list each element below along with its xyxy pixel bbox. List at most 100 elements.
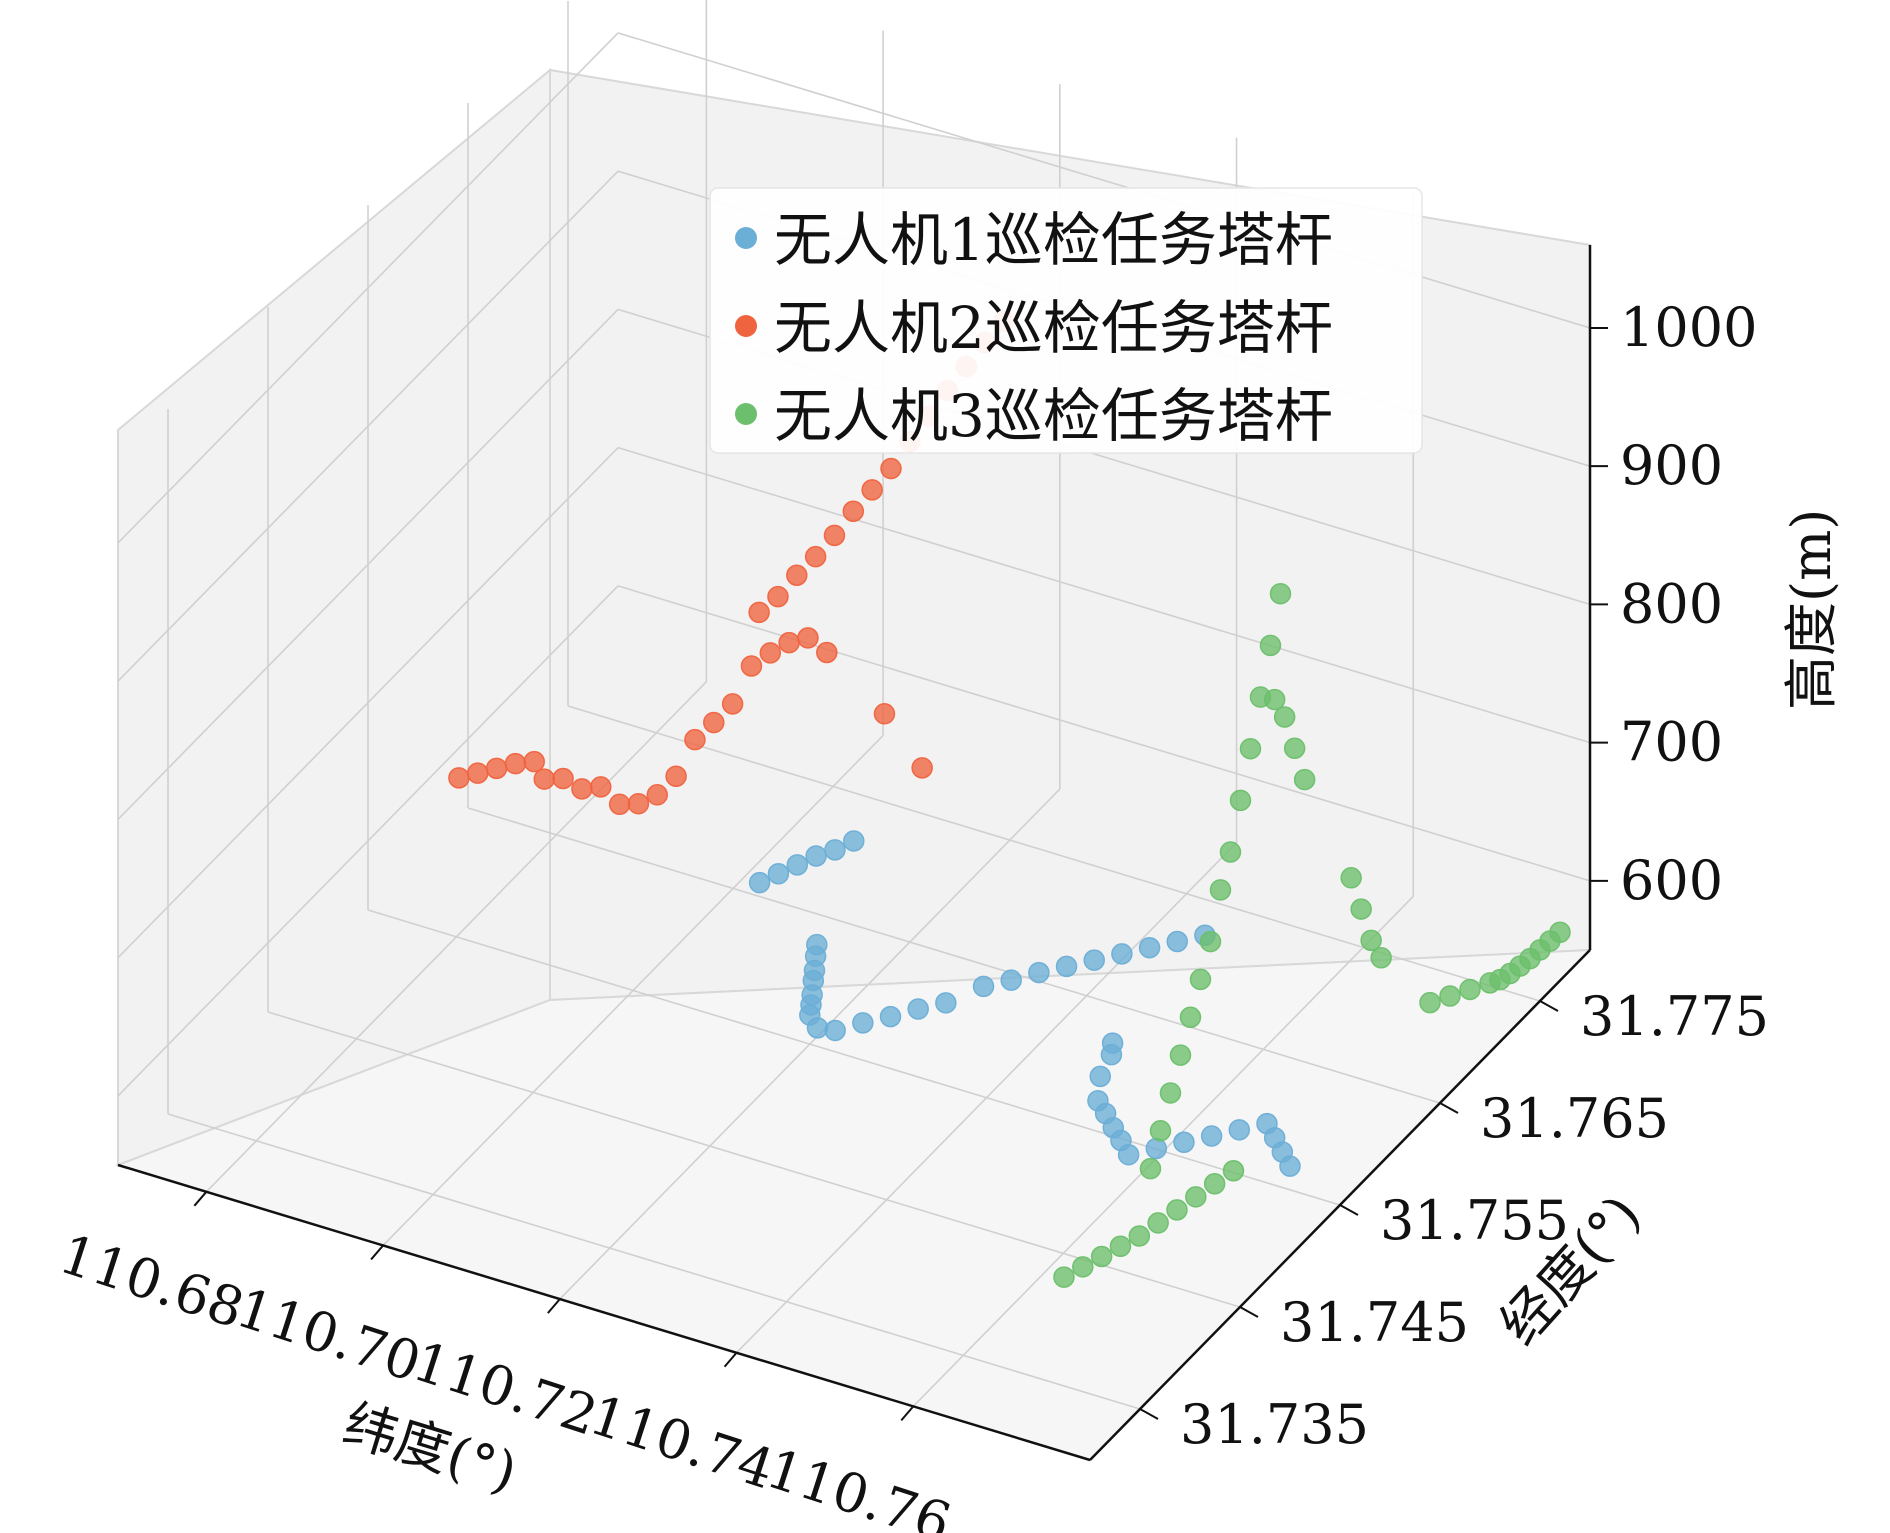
series-3-point-10 — [1139, 1157, 1162, 1180]
series-2-point-11 — [646, 784, 669, 806]
series-2-point-15 — [721, 693, 744, 715]
series-3-point-0 — [1053, 1266, 1075, 1288]
series-1-point-23 — [1083, 949, 1105, 971]
series-3-point-32 — [1419, 991, 1441, 1014]
series-1-point-5 — [843, 830, 865, 852]
series-3-point-34 — [1459, 978, 1481, 1001]
series-1-point-2 — [786, 854, 809, 876]
series-2-point-25 — [823, 524, 846, 547]
series-2-point-18 — [778, 631, 800, 654]
series-1-point-14 — [824, 1019, 846, 1042]
series-3-point-27 — [1293, 768, 1316, 791]
y-tick-mark-3 — [1439, 1102, 1459, 1114]
series-1-point-30 — [1089, 1065, 1112, 1088]
y-tick-label-1: 31.745 — [1280, 1291, 1469, 1354]
y-tick-mark-4 — [1539, 1000, 1559, 1012]
series-1 — [748, 830, 1301, 1177]
x-axis-line — [117, 1163, 1091, 1462]
grid-back-z-1 — [617, 446, 1591, 744]
y-axis-ticks: 31.735 31.745 31.755 31.765 31.775 — [1139, 985, 1769, 1456]
series-3-point-1 — [1072, 1256, 1094, 1278]
series-1-point-22 — [1055, 955, 1078, 978]
grid-left-z-4 — [117, 32, 619, 544]
grid-floor-y-2 — [367, 909, 1341, 1206]
series-1-point-17 — [907, 998, 929, 1020]
series-2-point-12 — [665, 765, 687, 787]
series-2-point-24 — [804, 545, 827, 568]
series-2-point-13 — [684, 728, 706, 751]
series-1-point-37 — [1173, 1131, 1195, 1154]
series-3-point-30 — [1360, 929, 1382, 952]
legend-marker-3 — [735, 403, 757, 425]
series-1-point-21 — [1028, 961, 1050, 984]
series-2-point-14 — [703, 711, 725, 734]
z-tick-label-1: 700 — [1620, 711, 1723, 774]
series-1-point-26 — [1166, 930, 1188, 953]
series-2-point-28 — [880, 457, 902, 480]
series-3-point-12 — [1159, 1082, 1182, 1104]
series-2-point-21 — [748, 601, 770, 624]
y-tick-mark-0 — [1139, 1408, 1159, 1420]
x-tick-mark-3 — [723, 1352, 738, 1368]
series-3-point-7 — [1185, 1186, 1207, 1208]
series-1-point-43 — [1279, 1155, 1301, 1177]
series-3-point-17 — [1209, 879, 1232, 901]
series-points — [448, 310, 1571, 1288]
series-1-point-4 — [824, 839, 846, 861]
series-3-point-19 — [1229, 789, 1252, 812]
x-tick-mark-1 — [370, 1244, 384, 1261]
x-tick-mark-2 — [547, 1298, 561, 1314]
y-tick-label-3: 31.765 — [1480, 1087, 1669, 1150]
legend-label-2: 无人机2巡检任务塔杆 — [774, 294, 1333, 362]
series-2-point-17 — [759, 642, 782, 664]
series-3-point-4 — [1128, 1225, 1151, 1247]
series-3-point-24 — [1263, 688, 1286, 711]
series-2-point-5 — [533, 768, 556, 790]
grid-back-z-4 — [617, 32, 1591, 329]
grid-left-z-3 — [117, 170, 619, 682]
series-3-point-29 — [1350, 898, 1372, 920]
series-2-point-7 — [571, 778, 593, 800]
grid-back-z-0 — [617, 585, 1591, 882]
y-tick-label-2: 31.755 — [1380, 1189, 1569, 1252]
series-3-point-6 — [1166, 1199, 1188, 1221]
series-2-point-0 — [448, 767, 470, 789]
series-3-point-15 — [1189, 968, 1212, 991]
series-3-point-16 — [1199, 930, 1222, 953]
series-1-point-3 — [805, 845, 827, 867]
series-3-point-9 — [1222, 1159, 1245, 1182]
series-2-point-22 — [767, 585, 789, 608]
left-pane — [117, 67, 551, 1167]
legend-box — [709, 187, 1423, 454]
z-axis-ticks: 600 700 800 900 1000 — [1590, 296, 1757, 912]
series-3-point-42 — [1549, 921, 1571, 943]
series-2-point-4 — [523, 750, 546, 773]
z-tick-label-3: 900 — [1620, 434, 1723, 497]
series-3-point-5 — [1147, 1212, 1169, 1234]
series-2-point-16 — [740, 655, 763, 677]
grid-floor-y-3 — [467, 807, 1441, 1104]
series-3-point-18 — [1219, 841, 1242, 863]
series-2-point-3 — [504, 752, 527, 775]
series-1-point-1 — [767, 863, 790, 885]
legend-label-1: 无人机1巡检任务塔杆 — [774, 206, 1333, 274]
x-tick-label-0: 110.68 — [52, 1222, 251, 1340]
series-2-point-8 — [590, 776, 612, 798]
series-1-point-29 — [1100, 1043, 1123, 1066]
series-3-point-8 — [1203, 1173, 1226, 1195]
y-tick-mark-1 — [1239, 1306, 1259, 1318]
z-tick-label-0: 600 — [1620, 849, 1723, 912]
series-2-point-9 — [608, 793, 631, 816]
series-3-point-26 — [1283, 737, 1306, 760]
series-2-point-19 — [797, 627, 819, 649]
series-3-point-31 — [1370, 947, 1392, 969]
series-2-point-1 — [466, 762, 489, 784]
series-1-point-35 — [1117, 1143, 1140, 1166]
series-1-point-38 — [1200, 1125, 1223, 1147]
series-3-point-20 — [1239, 737, 1262, 760]
legend-marker-1 — [735, 227, 757, 249]
series-1-point-0 — [748, 871, 771, 894]
series-2-point-36 — [911, 757, 933, 779]
series-3-point-23 — [1269, 582, 1292, 605]
